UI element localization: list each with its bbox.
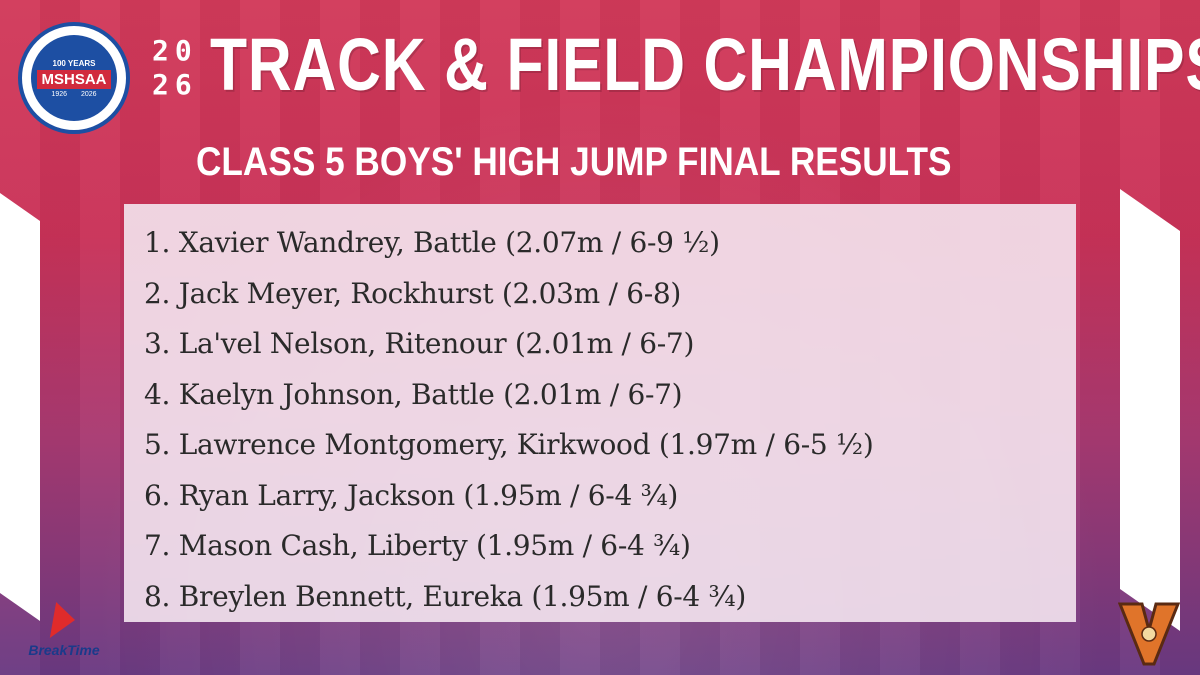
result-item: 6. Ryan Larry, Jackson (1.95m / 6-4 ¾) [144, 478, 679, 512]
page-title: TRACK & FIELD CHAMPIONSHIPS [210, 23, 1200, 106]
breaktime-icon [49, 602, 79, 638]
breaktime-logo: BreakTime [14, 602, 114, 662]
sponsor-name: BreakTime [28, 642, 100, 658]
logo-year-start: 1926 [51, 90, 67, 98]
logo-years: 1926 2026 [51, 91, 96, 98]
result-item: 1. Xavier Wandrey, Battle (2.07m / 6-9 ½… [144, 226, 720, 259]
logo-year-end: 2026 [81, 90, 97, 98]
year-stack: 20 26 [152, 34, 198, 102]
result-item: 5. Lawrence Montgomery, Kirkwood (1.97m … [144, 428, 874, 461]
mshsaa-logo: 100 YEARS MSHSAA 1926 2026 [18, 22, 130, 134]
mshsaa-logo-inner: 100 YEARS MSHSAA 1926 2026 [31, 35, 117, 121]
result-item: 4. Kaelyn Johnson, Battle (2.01m / 6-7) [144, 377, 683, 411]
logo-name: MSHSAA [37, 69, 111, 89]
page-subtitle: CLASS 5 BOYS' HIGH JUMP FINAL RESULTS [196, 140, 952, 184]
year-bottom: 26 [152, 68, 198, 101]
result-item: 3. La'vel Nelson, Ritenour (2.01m / 6-7) [144, 327, 695, 360]
school-v-logo [1118, 602, 1180, 666]
logo-top-text: 100 YEARS [52, 58, 96, 68]
result-item: 7. Mason Cash, Liberty (1.95m / 6-4 ¾) [144, 529, 691, 562]
result-item: 2. Jack Meyer, Rockhurst (2.03m / 6-8) [144, 276, 682, 310]
results-panel: 1. Xavier Wandrey, Battle (2.07m / 6-9 ½… [124, 204, 1076, 622]
year-top: 20 [152, 34, 198, 67]
result-item: 8. Breylen Bennett, Eureka (1.95m / 6-4 … [144, 579, 747, 613]
